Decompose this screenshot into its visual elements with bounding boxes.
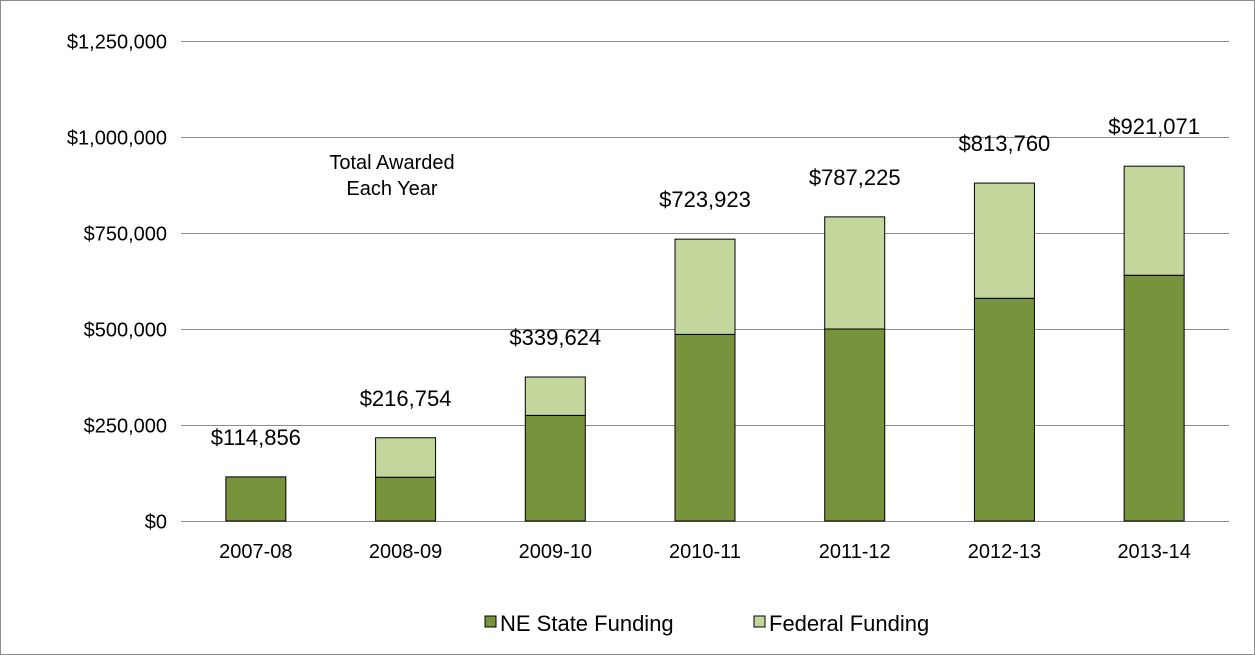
y-tick-label: $1,000,000 [67,128,167,150]
legend-swatch-ne-state-funding [484,615,497,628]
bar-ne-state-funding-2013-14 [1123,274,1185,522]
bar-federal-funding-2009-10 [524,376,586,416]
labels: $0 $250,000 $500,000 $750,000 $1,000,000 $1,2… [67,32,1200,564]
x-tick-label-2012-13: 2012-13 [968,541,1041,563]
legend-label-ne-state-funding: NE State Funding [500,611,674,636]
total-label-2013-14: $921,071 [1108,114,1200,139]
annotation-line-2: Each Year [346,178,438,200]
x-tick-label-2013-14: 2013-14 [1117,541,1190,563]
bar-federal-funding-2011-12 [824,216,886,330]
total-label-2010-11: $723,923 [659,187,751,212]
bar-ne-state-funding-2011-12 [824,328,886,522]
bar-federal-funding-2010-11 [674,238,736,335]
x-tick-label-2009-10: 2009-10 [519,541,592,563]
bars [225,165,1185,522]
total-label-2009-10: $339,624 [509,325,601,350]
x-tick-label-2011-12: 2011-12 [819,541,891,563]
bar-ne-state-funding-2008-09 [375,476,437,522]
bar-ne-state-funding-2012-13 [973,297,1035,522]
legend: NE State Funding Federal Funding [484,611,929,636]
y-tick-label: $500,000 [84,320,167,342]
total-label-2007-08: $114,856 [211,425,301,450]
x-tick-label-2008-09: 2008-09 [369,541,442,563]
bar-ne-state-funding-2009-10 [524,414,586,522]
x-tick-label-2007-08: 2007-08 [219,541,292,563]
bar-federal-funding-2013-14 [1123,165,1185,276]
total-label-2012-13: $813,760 [959,131,1051,156]
y-tick-label: $750,000 [84,224,167,246]
total-label-2008-09: $216,754 [360,386,452,411]
legend-swatch-federal-funding [753,615,766,628]
bar-ne-state-funding-2010-11 [674,333,736,522]
y-tick-label: $250,000 [84,416,167,438]
y-tick-label: $0 [145,512,167,534]
annotation-line-1: Total Awarded [329,152,454,174]
legend-label-federal-funding: Federal Funding [769,611,929,636]
x-tick-label-2010-11: 2010-11 [669,541,741,563]
bar-ne-state-funding-2007-08 [225,476,287,522]
total-label-2011-12: $787,225 [809,165,901,190]
annotation: Total Awarded Each Year [329,152,454,200]
bar-federal-funding-2008-09 [375,437,437,478]
bar-federal-funding-2012-13 [973,182,1035,299]
y-tick-label: $1,250,000 [67,32,167,54]
